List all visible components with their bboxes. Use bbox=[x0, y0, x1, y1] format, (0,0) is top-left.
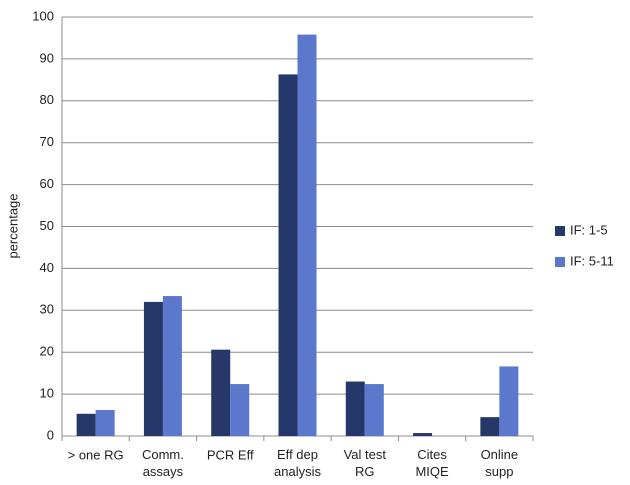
x-tick-label: Val test RG bbox=[344, 447, 387, 479]
legend-label: IF: 1-5 bbox=[570, 222, 608, 237]
x-tick-label: Comm. assays bbox=[142, 447, 184, 479]
legend-swatch bbox=[555, 226, 565, 236]
y-tick-label: 30 bbox=[40, 302, 54, 317]
y-tick-label: 10 bbox=[40, 386, 54, 401]
y-tick-label: 90 bbox=[40, 50, 54, 65]
bar bbox=[143, 301, 163, 436]
bar bbox=[230, 384, 250, 436]
y-tick-label: 100 bbox=[32, 8, 54, 23]
bar bbox=[162, 296, 182, 436]
bar bbox=[364, 384, 384, 436]
bar bbox=[480, 417, 500, 436]
y-axis-label: percentage bbox=[5, 193, 20, 258]
bar bbox=[211, 349, 231, 436]
bar bbox=[76, 413, 96, 436]
x-tick-label: Cites MIQE bbox=[415, 447, 449, 479]
bar bbox=[95, 410, 115, 436]
y-tick-label: 80 bbox=[40, 92, 54, 107]
x-tick-label: Online supp bbox=[481, 447, 519, 479]
x-tick-label: Eff dep analysis bbox=[274, 447, 321, 479]
x-tick-label: > one RG bbox=[68, 447, 124, 462]
y-tick-label: 60 bbox=[40, 176, 54, 191]
bar bbox=[278, 74, 298, 436]
y-tick-label: 0 bbox=[47, 427, 54, 442]
legend-swatch bbox=[555, 257, 565, 267]
bar bbox=[345, 381, 365, 436]
y-tick-label: 50 bbox=[40, 218, 54, 233]
x-tick-label: PCR Eff bbox=[207, 447, 254, 462]
bar bbox=[413, 433, 433, 436]
bar bbox=[499, 366, 519, 436]
y-tick-label: 70 bbox=[40, 134, 54, 149]
y-tick-label: 20 bbox=[40, 344, 54, 359]
legend-label: IF: 5-11 bbox=[570, 253, 614, 268]
y-tick-label: 40 bbox=[40, 260, 54, 275]
bar bbox=[297, 34, 317, 437]
